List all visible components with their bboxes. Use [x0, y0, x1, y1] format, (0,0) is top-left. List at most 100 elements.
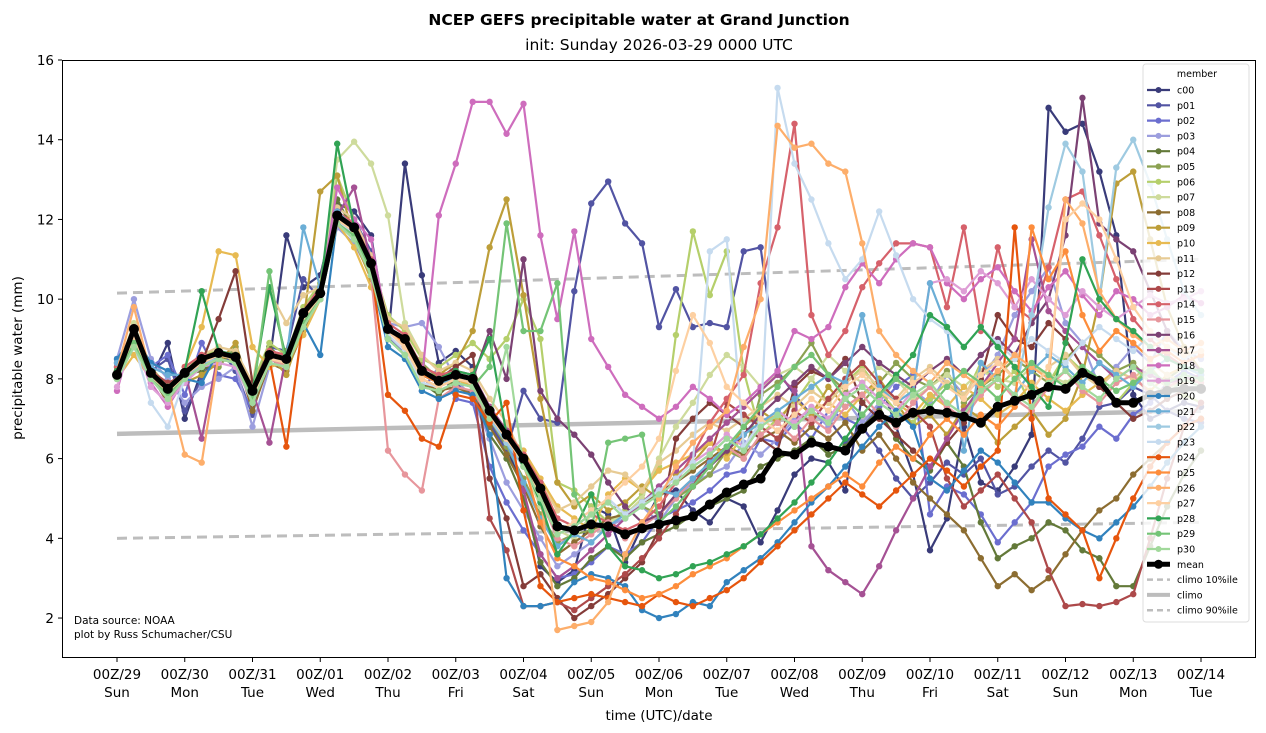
point-p02 — [994, 539, 1001, 546]
legend-item-p10: p10 — [1147, 239, 1195, 250]
point-p12 — [503, 515, 510, 522]
point-p20 — [655, 614, 663, 622]
point-p30 — [689, 463, 697, 470]
legend-marker — [1155, 469, 1162, 476]
legend-marker — [1155, 132, 1162, 139]
point-p24 — [689, 602, 697, 610]
point-p13 — [1011, 495, 1018, 502]
point-p03 — [435, 343, 443, 351]
annotation-credit: plot by Russ Schumacher/CSU — [74, 629, 232, 641]
point-p04 — [1045, 519, 1052, 526]
point-p18 — [655, 415, 663, 422]
legend-label: p30 — [1177, 545, 1195, 556]
point-p20 — [435, 395, 443, 403]
point-p24 — [1045, 495, 1052, 502]
point-p01 — [300, 276, 307, 283]
point-p04 — [1079, 547, 1086, 554]
point-p11 — [300, 291, 307, 299]
legend-marker — [1155, 408, 1162, 415]
point-p17 — [842, 578, 849, 586]
point-p25 — [689, 570, 697, 578]
point-p28 — [740, 543, 747, 550]
point-p26 — [198, 459, 205, 466]
point-p26 — [181, 451, 188, 458]
point-p23 — [875, 208, 883, 215]
point-p25 — [825, 483, 832, 490]
x-tick-label: 00Z/31 — [228, 667, 276, 683]
point-p21 — [520, 479, 527, 486]
point-p21 — [1096, 359, 1103, 367]
point-p08 — [842, 419, 849, 426]
point-p04 — [994, 555, 1001, 562]
legend-label: p23 — [1177, 437, 1195, 448]
point-p02 — [723, 471, 730, 478]
legend-marker — [1155, 500, 1162, 507]
point-p08 — [1045, 574, 1052, 582]
point-p19 — [1096, 303, 1103, 311]
point-c00 — [791, 471, 798, 478]
legend-marker — [1155, 224, 1162, 231]
point-p01 — [757, 244, 764, 251]
point-mean — [1077, 367, 1088, 378]
point-p27 — [418, 375, 426, 383]
point-p18 — [604, 363, 612, 371]
point-p13 — [926, 423, 934, 430]
point-p23 — [164, 423, 172, 430]
point-p26 — [740, 343, 747, 351]
point-p13 — [503, 547, 510, 554]
point-p14 — [1113, 276, 1120, 283]
point-p29 — [875, 391, 883, 399]
point-p25 — [791, 507, 798, 514]
x-tick-day: Fri — [448, 685, 464, 701]
point-mean — [586, 519, 597, 530]
x-tick-day: Tue — [1188, 685, 1212, 701]
legend-marker — [1155, 194, 1162, 201]
point-p27 — [1062, 216, 1069, 223]
point-p24 — [740, 574, 747, 582]
point-p19 — [113, 383, 121, 391]
climo-line — [116, 408, 1202, 437]
y-axis-label: precipitable water (mm) — [10, 276, 26, 440]
point-p23 — [1062, 359, 1069, 367]
point-p29 — [994, 395, 1001, 403]
point-p20 — [1096, 535, 1103, 542]
point-p29 — [774, 383, 781, 391]
point-p29 — [977, 379, 985, 387]
point-p30 — [706, 451, 714, 458]
point-p09 — [537, 395, 544, 403]
x-tick-label: 00Z/05 — [567, 667, 615, 683]
point-p26 — [621, 551, 629, 558]
point-p07 — [384, 212, 392, 219]
point-p10 — [926, 391, 934, 399]
point-p20 — [909, 423, 917, 430]
legend-marker — [1155, 530, 1162, 537]
point-p22 — [1113, 164, 1120, 171]
point-mean — [569, 525, 580, 536]
legend-item-climo-median: climo — [1147, 590, 1203, 601]
point-p25 — [1045, 276, 1052, 283]
legend-marker — [1155, 87, 1162, 93]
point-c00 — [1130, 391, 1137, 399]
point-p28 — [1079, 256, 1086, 263]
point-p27 — [909, 379, 917, 387]
point-p30 — [300, 323, 307, 331]
point-p25 — [808, 495, 815, 502]
point-mean — [112, 369, 122, 380]
legend-item-p24: p24 — [1147, 453, 1195, 464]
point-p30 — [825, 419, 832, 426]
legend-item-p12: p12 — [1147, 269, 1195, 280]
legend-label: p29 — [1177, 529, 1195, 540]
legend-marker — [1155, 163, 1162, 170]
point-p08 — [503, 451, 510, 458]
legend-label: climo 90%ile — [1177, 606, 1238, 617]
point-p18 — [1062, 268, 1069, 275]
point-c00 — [164, 339, 172, 347]
point-mean — [298, 308, 309, 319]
point-p14 — [943, 303, 951, 311]
point-p16 — [537, 387, 544, 395]
point-p26 — [808, 140, 815, 147]
point-p01 — [689, 323, 697, 331]
point-mean — [721, 487, 732, 498]
point-p11 — [1062, 351, 1069, 359]
point-p27 — [621, 479, 629, 486]
